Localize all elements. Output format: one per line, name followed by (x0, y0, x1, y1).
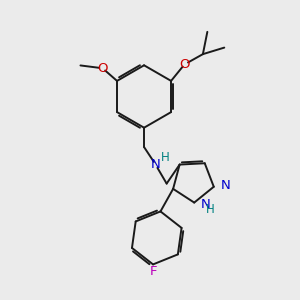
Text: H: H (206, 202, 215, 216)
Text: F: F (149, 265, 157, 278)
Text: O: O (179, 58, 190, 71)
Text: H: H (160, 151, 169, 164)
Text: N: N (151, 158, 160, 171)
Text: N: N (220, 179, 230, 192)
Text: N: N (201, 198, 211, 211)
Text: O: O (98, 62, 108, 75)
